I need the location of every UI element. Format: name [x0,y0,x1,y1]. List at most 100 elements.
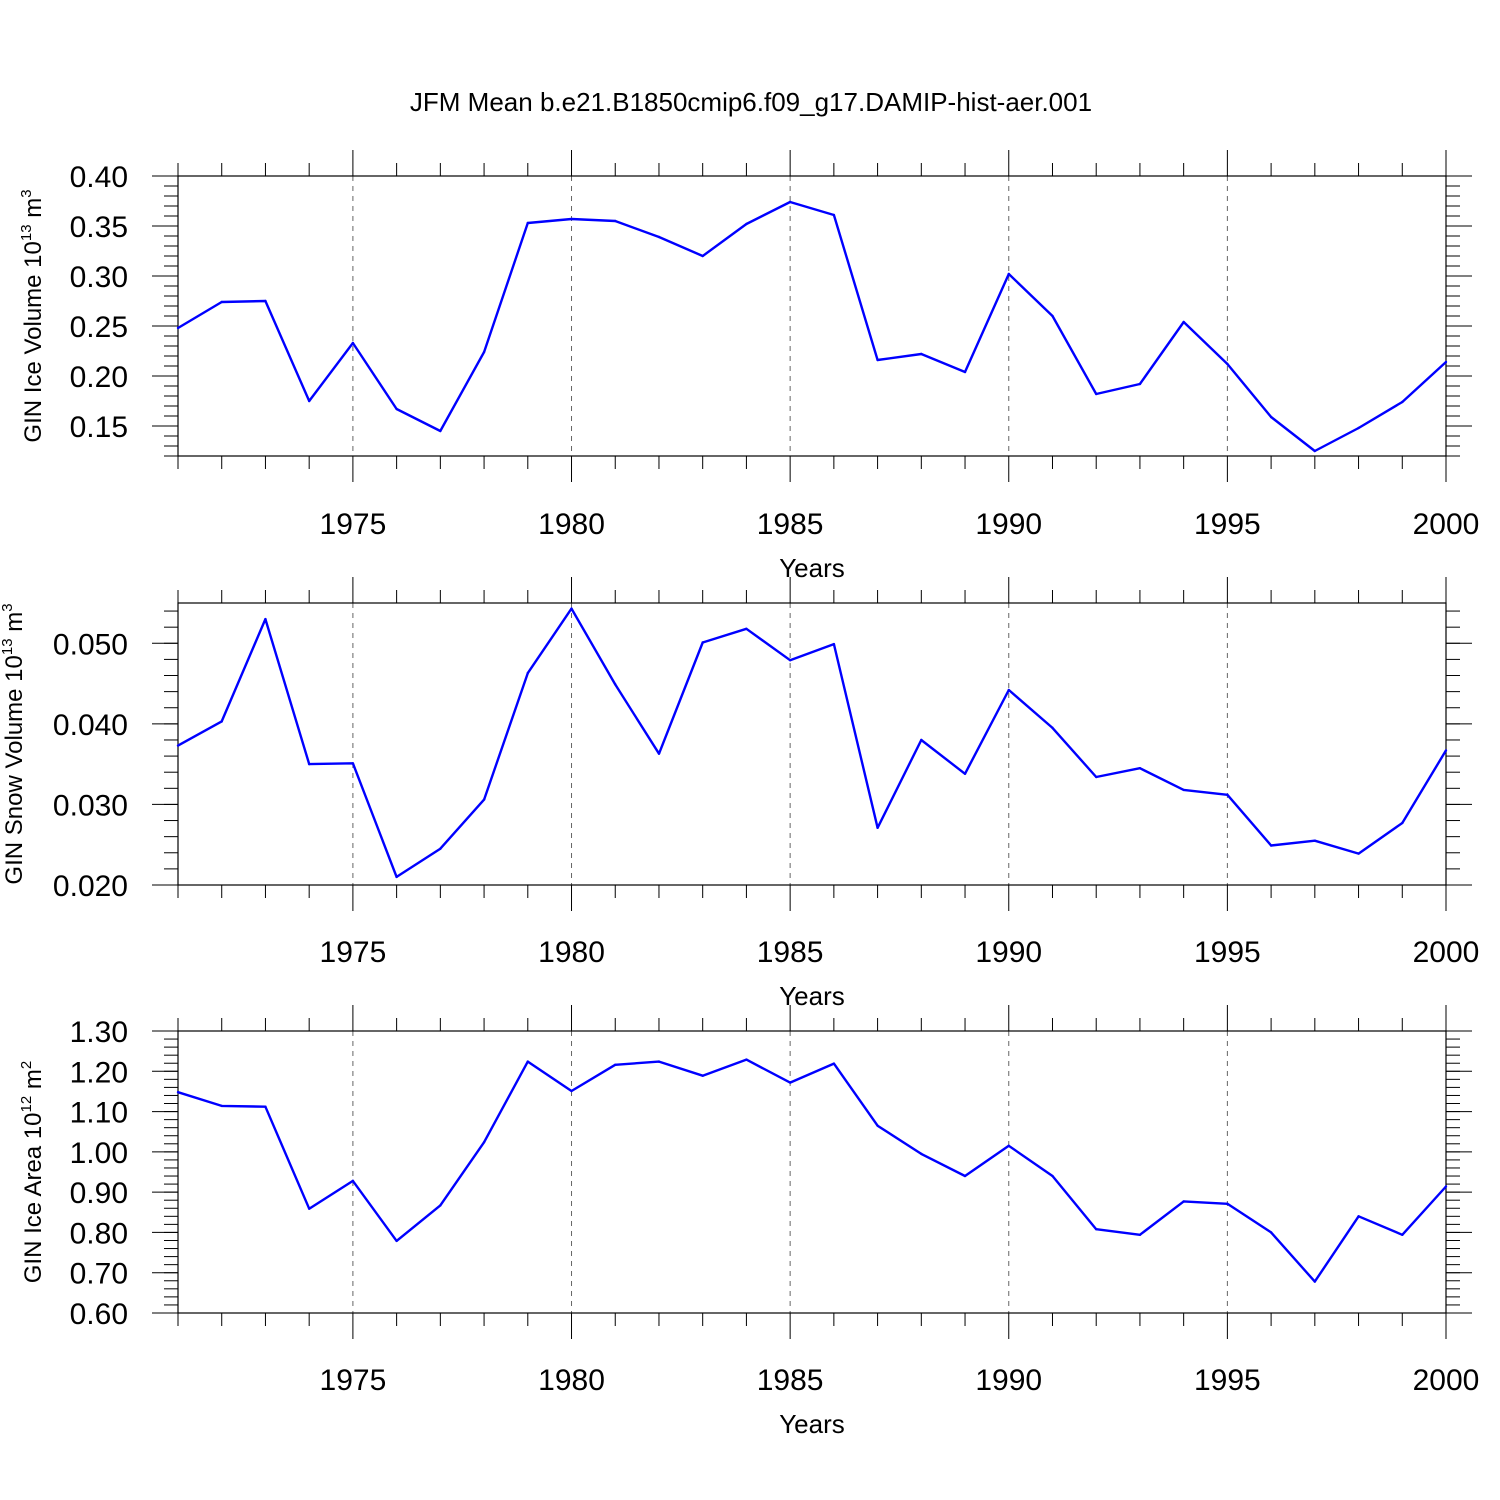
x-tick-label: 2000 [1413,508,1480,541]
data-point [701,1074,704,1077]
data-point [832,1062,836,1065]
data-point [264,617,267,621]
x-tick-label: 1975 [320,1364,387,1397]
data-point [788,200,792,204]
x-tick-label: 1985 [757,936,824,969]
data-point [176,1091,180,1094]
data-point [701,641,704,644]
data-point [1313,449,1317,453]
data-point [395,875,398,879]
data-point [1138,766,1142,770]
y-axis-label-exponent: 13 [0,638,16,655]
y-axis-label-unit-exponent: 3 [18,189,35,197]
data-point [1226,362,1229,366]
x-tick-label: 1980 [538,1364,605,1397]
data-point [1226,793,1229,796]
x-axis-label: Years [779,1409,845,1439]
data-point [1182,1200,1185,1203]
y-tick-label: 0.020 [53,870,128,903]
data-point [1226,1202,1229,1206]
y-tick-label: 0.25 [70,311,128,344]
data-point [1357,852,1360,855]
y-tick-label: 0.35 [70,211,128,244]
data-point [920,352,923,356]
data-point [220,1104,223,1108]
data-point [745,1058,748,1061]
data-point [307,762,311,766]
y-tick-label: 0.030 [53,789,128,822]
x-tick-label: 1985 [757,1364,824,1397]
y-axis-label-unit-exponent: 3 [0,603,16,611]
y-axis-label-exponent: 13 [18,224,35,241]
x-tick-label: 2000 [1413,1364,1480,1397]
data-point [1357,1215,1360,1218]
data-point [526,1060,529,1063]
y-tick-label: 1.00 [70,1137,128,1170]
data-point [439,429,442,433]
x-tick-label: 1990 [975,936,1042,969]
data-point [788,659,792,662]
plot-frame [177,1030,1447,1314]
data-point [176,744,180,747]
data-point [876,358,879,362]
y-tick-label: 0.40 [70,161,128,194]
y-tick-label: 0.040 [53,709,128,742]
data-point [526,671,529,675]
x-tick-label: 1995 [1194,508,1261,541]
y-axis-label-unit: m [20,1069,47,1096]
data-point [1095,1228,1098,1231]
data-point [1051,726,1054,730]
data-point [526,221,529,225]
data-point [745,222,748,226]
y-tick-label: 0.30 [70,261,128,294]
data-point [1401,400,1404,404]
y-axis-label-unit: m [1,612,28,639]
series-line [177,1058,1447,1283]
y-axis-label-main: GIN Ice Area 10 [20,1112,47,1283]
data-point [1095,392,1098,396]
data-point [876,826,879,829]
data-point [1182,320,1185,324]
data-point [963,1174,967,1178]
data-point [264,299,267,303]
data-point [876,1124,879,1127]
x-tick-label: 1995 [1194,936,1261,969]
y-tick-label: 0.90 [70,1177,128,1210]
x-tick-label: 1980 [538,936,605,969]
data-point [1313,839,1317,842]
y-axis-label: GIN Snow Volume 1013 m3 [0,603,28,884]
data-point [351,762,355,765]
data-point [1182,788,1185,792]
data-point [963,772,967,776]
y-axis-label-unit: m [20,198,47,225]
data-point [1138,382,1142,386]
data-point [745,627,748,630]
y-tick-label: 0.70 [70,1258,128,1291]
y-axis-label-main: GIN Ice Volume 10 [20,241,47,442]
data-point [614,683,617,686]
y-axis-label: GIN Ice Area 1012 m2 [18,1061,47,1283]
y-axis-label: GIN Ice Volume 1013 m3 [18,189,47,442]
series-line [177,200,1447,453]
series-line [177,607,1448,879]
data-point [614,219,617,223]
data-point [482,1140,486,1144]
y-tick-label: 0.60 [70,1298,128,1331]
data-point [920,738,923,742]
data-point [701,254,704,258]
data-point [1007,272,1010,276]
y-tick-label: 1.30 [70,1016,128,1049]
x-tick-label: 1980 [538,508,605,541]
y-tick-label: 1.20 [70,1056,128,1089]
data-point [439,847,442,850]
data-point [264,1105,267,1108]
plot-frame [177,175,1447,457]
data-point [1444,1185,1448,1188]
x-tick-label: 1990 [975,508,1042,541]
data-point [832,213,836,217]
data-point [1357,426,1360,430]
y-tick-label: 0.050 [53,628,128,661]
x-tick-label: 1990 [975,1364,1042,1397]
x-tick-label: 1995 [1194,1364,1261,1397]
